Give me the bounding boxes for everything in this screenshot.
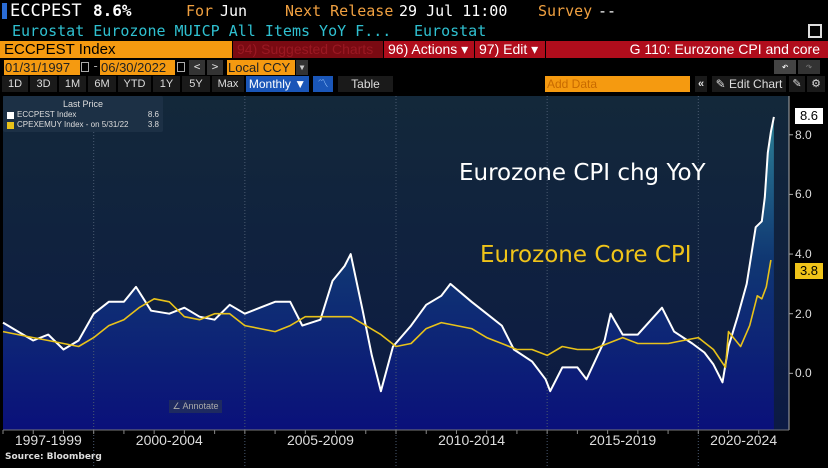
survey-label: Survey	[538, 2, 593, 20]
chevron-down-icon[interactable]: ▼	[296, 60, 308, 75]
legend-item-name: ECCPEST Index	[17, 110, 77, 119]
annotation-headline: Eurozone CPI chg YoY	[459, 160, 706, 186]
period-button-ytd[interactable]: YTD	[118, 76, 151, 92]
x-tick-label: 2010-2014	[438, 432, 506, 448]
headline-area	[3, 116, 774, 431]
prev-period-button[interactable]: <	[189, 60, 205, 75]
edit-chart-label: Edit Chart	[729, 77, 783, 91]
y-tick-label: 6.0	[795, 187, 812, 202]
last-value: 8.6%	[93, 1, 132, 20]
x-tick-label: 2015-2019	[589, 432, 657, 448]
pencil-icon: ✎	[715, 77, 730, 91]
last-value-tag-core: 3.8	[795, 263, 823, 279]
annotate-button[interactable]: ∠ Annotate	[169, 400, 222, 413]
headline-cpi-line	[2, 116, 775, 393]
line-chart-icon[interactable]: 〽	[313, 76, 333, 92]
chart-canvas	[2, 96, 793, 468]
legend-item-name: CPEXEMUY Index - on 5/31/22	[17, 120, 129, 129]
security-marker	[2, 3, 7, 19]
for-value: Jun	[220, 2, 248, 20]
for-label: For	[186, 2, 214, 20]
period-button-5y[interactable]: 5Y	[182, 76, 210, 92]
security-field[interactable]: ECCPEST Index	[0, 41, 232, 58]
end-date-input[interactable]: 06/30/2022	[100, 60, 175, 75]
x-tick-label: 2000-2004	[135, 432, 203, 448]
redo-icon[interactable]: ↷	[798, 60, 820, 74]
legend-swatch-white	[7, 112, 14, 119]
edit-chart-button[interactable]: ✎ Edit Chart	[712, 76, 786, 92]
gear-icon[interactable]: ⚙	[807, 76, 825, 92]
source-name: Eurostat	[414, 22, 487, 40]
legend-item-value: 8.6	[147, 110, 159, 119]
undo-icon[interactable]: ↶	[774, 60, 796, 74]
annotate-icon[interactable]: ✎	[789, 76, 805, 92]
legend-swatch-yellow	[7, 122, 14, 129]
y-tick-label: 2.0	[795, 306, 812, 321]
calendar-icon[interactable]	[81, 62, 89, 72]
next-release-label: Next Release	[285, 2, 394, 20]
period-button-max[interactable]: Max	[212, 76, 244, 92]
y-tick-label: 8.0	[795, 127, 812, 142]
date-separator: -	[92, 59, 100, 73]
start-date-input[interactable]: 01/31/1997	[4, 60, 80, 75]
popout-icon[interactable]	[808, 24, 822, 38]
table-button[interactable]: Table	[338, 76, 393, 92]
source-footer: Source: Bloomberg	[5, 452, 102, 462]
security-description: Eurostat Eurozone MUICP All Items YoY F.…	[12, 22, 392, 40]
chart-name: G 110: Eurozone CPI and core	[546, 41, 828, 58]
survey-value: --	[598, 2, 617, 20]
annotate-label: Annotate	[182, 401, 219, 411]
legend: Last Price ECCPEST Index 8.6 CPEXEMUY In…	[3, 96, 163, 132]
collapse-icon[interactable]: «	[695, 76, 707, 92]
x-tick-label: 1997-1999	[14, 432, 82, 448]
annotation-core: Eurozone Core CPI	[480, 242, 692, 268]
period-button-1y[interactable]: 1Y	[153, 76, 180, 92]
core-cpi-line	[2, 259, 772, 369]
last-value-tag-headline: 8.6	[795, 108, 823, 124]
currency-select[interactable]: Local CCY	[227, 60, 295, 75]
y-tick-label: 0.0	[795, 366, 812, 381]
y-tick-label: 4.0	[795, 247, 812, 262]
calendar-icon[interactable]	[177, 62, 185, 72]
x-tick-label: 2020-2024	[710, 432, 778, 448]
next-release-value: 29 Jul 11:00	[399, 2, 508, 20]
x-tick-label: 2005-2009	[286, 432, 354, 448]
legend-title: Last Price	[63, 99, 104, 109]
suggested-charts-button[interactable]: 94) Suggested Charts	[233, 41, 383, 58]
period-button-1m[interactable]: 1M	[59, 76, 86, 92]
ticker: ECCPEST	[10, 1, 82, 21]
add-data-input[interactable]: Add Data	[545, 76, 690, 92]
frequency-select[interactable]: Monthly ▼	[246, 76, 309, 92]
actions-menu[interactable]: 96) Actions ▾	[384, 41, 474, 58]
next-period-button[interactable]: >	[207, 60, 223, 75]
period-button-3d[interactable]: 3D	[30, 76, 57, 92]
period-button-6m[interactable]: 6M	[88, 76, 116, 92]
period-button-1d[interactable]: 1D	[2, 76, 28, 92]
legend-item-value: 3.8	[147, 120, 159, 129]
edit-menu[interactable]: 97) Edit ▾	[475, 41, 545, 58]
